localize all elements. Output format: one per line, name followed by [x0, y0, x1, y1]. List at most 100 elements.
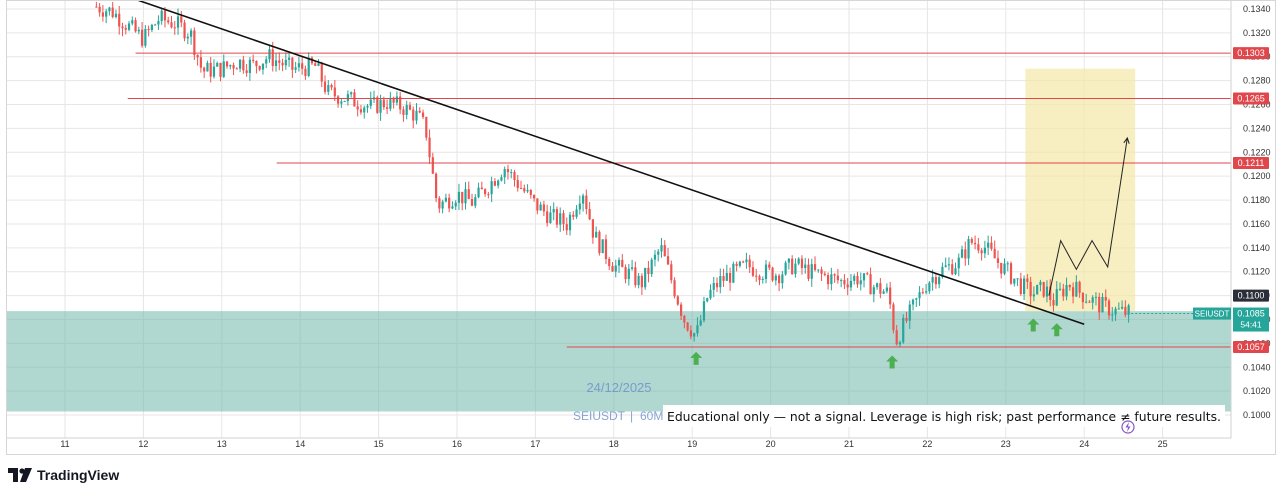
- candle-body: [980, 250, 983, 254]
- candle-body: [676, 296, 679, 305]
- tradingview-logo-text: TradingView: [37, 467, 120, 483]
- candle-body: [1049, 286, 1052, 301]
- lightning-icon[interactable]: [1121, 420, 1135, 434]
- chart-svg[interactable]: 24/12/2025 SEIUSDT | 60M Educational onl…: [7, 1, 1275, 454]
- candle-body: [951, 264, 954, 275]
- candle-body: [258, 66, 261, 70]
- y-tick-label: 0.1120: [1243, 267, 1270, 277]
- candle-body: [810, 264, 813, 279]
- candle-body: [350, 92, 353, 95]
- candle-body: [216, 62, 219, 67]
- candle-body: [248, 59, 251, 74]
- y-tick-label: 0.1280: [1243, 76, 1271, 86]
- candle-body: [617, 259, 621, 266]
- y-tick-label: 0.1220: [1243, 147, 1271, 157]
- candle-body: [653, 254, 657, 260]
- candle-body: [918, 292, 921, 299]
- watermark-date: 24/12/2025: [586, 380, 651, 395]
- candle-body: [1039, 281, 1042, 285]
- candle-body: [238, 59, 242, 69]
- candle-body: [849, 280, 853, 288]
- candle-body: [559, 213, 562, 225]
- candle-body: [333, 87, 336, 97]
- candle-body: [742, 261, 745, 263]
- y-tick-label: 0.1340: [1243, 4, 1271, 14]
- candle-body: [137, 29, 140, 32]
- candle-body: [1124, 306, 1127, 315]
- candle-body: [222, 61, 225, 77]
- candle-body: [1094, 296, 1098, 298]
- candle-body: [774, 275, 777, 281]
- candle-body: [663, 245, 666, 257]
- candle-body: [1088, 301, 1091, 303]
- candle-body: [983, 247, 986, 254]
- candle-body: [255, 60, 258, 67]
- candle-body: [405, 105, 408, 115]
- candle-body: [1127, 305, 1130, 315]
- candle-body: [608, 259, 611, 267]
- projection-arrowhead: [1123, 136, 1130, 144]
- candle-body: [1045, 286, 1049, 297]
- candle-body: [1058, 288, 1062, 290]
- candle-body: [134, 20, 137, 32]
- candle-body: [369, 99, 372, 106]
- candle-body: [513, 172, 516, 181]
- x-tick-label: 21: [844, 439, 854, 449]
- candle-body: [931, 277, 934, 283]
- candle-body: [1111, 314, 1114, 316]
- zone-layer: [7, 68, 1231, 412]
- candle-body: [768, 264, 771, 268]
- candle-body: [539, 204, 542, 211]
- candle-body: [967, 239, 970, 259]
- candle-body: [830, 274, 833, 285]
- candle-body: [748, 259, 751, 268]
- tradingview-logo-icon: [8, 468, 32, 482]
- watermark-symbol: SEIUSDT: [573, 409, 626, 423]
- candle-body: [199, 57, 202, 68]
- candle-body: [340, 101, 343, 104]
- candle-body: [856, 275, 859, 285]
- candle-body: [506, 169, 510, 173]
- y-tick-label: 0.1240: [1243, 123, 1271, 133]
- chart-frame[interactable]: 24/12/2025 SEIUSDT | 60M Educational onl…: [6, 0, 1276, 455]
- candle-body: [568, 214, 572, 231]
- candle-body: [777, 275, 781, 284]
- x-tick-label: 17: [530, 439, 540, 449]
- candle-body: [395, 96, 398, 103]
- candle-body: [647, 267, 650, 275]
- candle-body: [614, 265, 617, 272]
- x-tick-label: 23: [1001, 439, 1011, 449]
- y-tick-label: 0.1040: [1243, 362, 1271, 372]
- candle-body: [330, 84, 333, 88]
- candle-body: [542, 204, 545, 212]
- candle-body: [621, 259, 624, 268]
- candle-body: [147, 28, 150, 31]
- candle-body: [764, 264, 768, 279]
- x-tick-label: 25: [1158, 439, 1168, 449]
- candle-body: [343, 100, 346, 102]
- candle-body: [604, 239, 608, 260]
- candle-body: [784, 262, 787, 275]
- candle-body: [924, 291, 928, 293]
- candle-body: [836, 275, 839, 281]
- candle-body: [1091, 297, 1094, 303]
- tradingview-logo[interactable]: TradingView: [8, 467, 119, 483]
- candle-body: [131, 20, 134, 24]
- price-level-badge-label: 0.1265: [1237, 94, 1265, 104]
- candle-body: [898, 342, 902, 345]
- candle-body: [1019, 278, 1022, 295]
- x-tick-label: 22: [922, 439, 932, 449]
- candle-body: [392, 97, 395, 103]
- candle-body: [813, 264, 817, 270]
- candle-body: [1032, 294, 1035, 297]
- candle-body: [124, 28, 127, 30]
- candle-body: [611, 266, 614, 272]
- candle-body: [1101, 296, 1104, 313]
- candle-body: [454, 202, 457, 207]
- candle-body: [487, 194, 490, 196]
- candle-body: [323, 81, 327, 92]
- candle-body: [526, 189, 529, 192]
- candle-body: [467, 189, 470, 200]
- candle-body: [960, 249, 964, 258]
- candle-body: [461, 191, 464, 204]
